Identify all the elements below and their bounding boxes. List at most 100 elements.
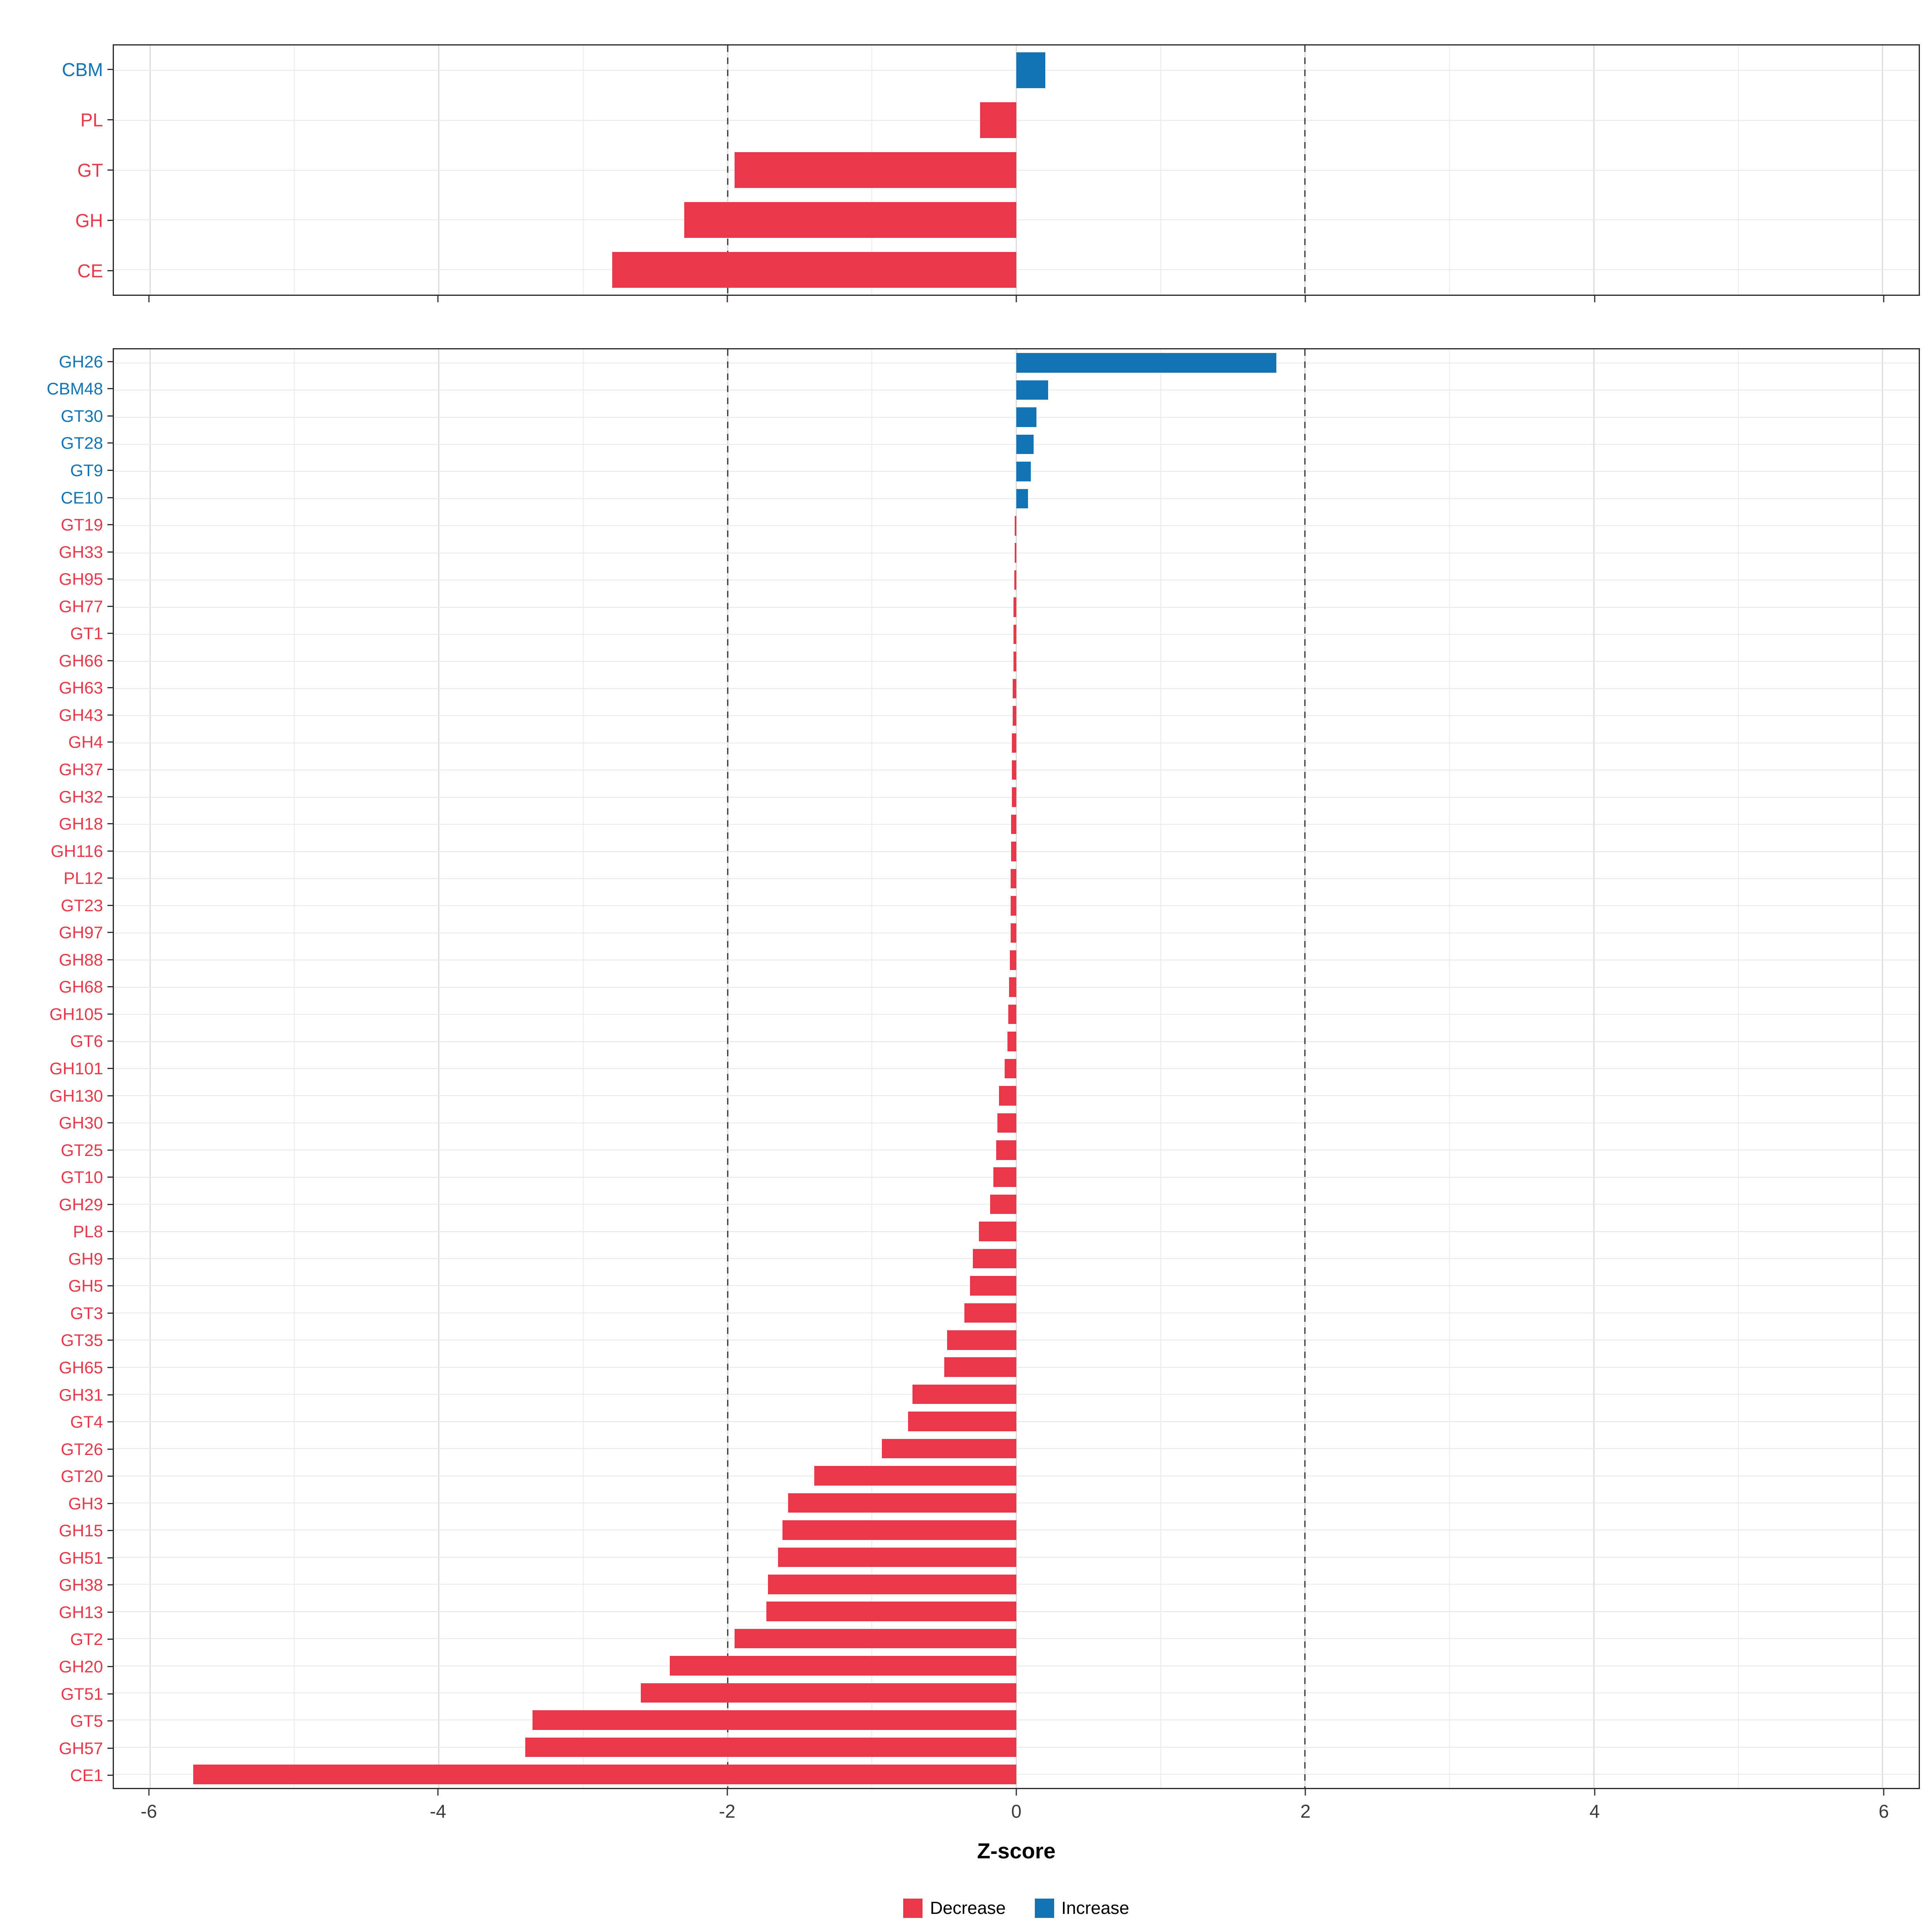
- bar-PL12: [1010, 869, 1016, 889]
- x-axis-title: Z-score: [977, 1839, 1056, 1863]
- x-axis-tick: [1305, 1789, 1306, 1796]
- y-axis-label-GT: GT: [77, 159, 103, 181]
- y-axis-tick: [107, 1312, 113, 1314]
- grid-row-line: [114, 1774, 1919, 1775]
- bar-GH105: [1008, 1004, 1016, 1024]
- y-axis-label-GH68: GH68: [59, 977, 103, 997]
- y-axis-tick: [107, 1611, 113, 1613]
- bar-GH31: [912, 1384, 1016, 1404]
- bar-GT10: [993, 1167, 1016, 1187]
- y-axis-tick: [107, 660, 113, 661]
- y-axis-tick: [107, 768, 113, 770]
- x-axis-tick: [727, 296, 728, 302]
- bar-GH33: [1015, 543, 1016, 563]
- y-axis-label-GH29: GH29: [59, 1195, 103, 1214]
- reference-line: [1304, 45, 1306, 295]
- bar-CE: [612, 252, 1016, 288]
- bar-GT6: [1007, 1032, 1016, 1051]
- y-axis-label-GH15: GH15: [59, 1521, 103, 1540]
- grid-row-line: [114, 1068, 1919, 1069]
- y-axis-label-PL12: PL12: [63, 869, 103, 888]
- y-axis-label-GH88: GH88: [59, 950, 103, 969]
- bar-GT35: [947, 1330, 1016, 1350]
- bar-GH51: [778, 1547, 1016, 1567]
- x-axis-tick: [1305, 296, 1306, 302]
- y-axis-tick: [107, 904, 113, 906]
- y-axis-tick: [107, 1258, 113, 1259]
- y-axis-tick: [107, 1068, 113, 1069]
- grid-row-line: [114, 1611, 1919, 1612]
- y-axis-tick: [107, 959, 113, 960]
- y-axis-tick: [107, 1095, 113, 1096]
- y-axis-tick: [107, 442, 113, 444]
- y-axis-label-GH97: GH97: [59, 923, 103, 942]
- x-axis-tick-label: 2: [1300, 1801, 1311, 1822]
- x-axis-tick-label: 0: [1011, 1801, 1022, 1822]
- y-axis-tick: [107, 1476, 113, 1477]
- y-axis-label-GH77: GH77: [59, 597, 103, 616]
- bar-PL: [980, 102, 1016, 138]
- y-axis-tick: [107, 1584, 113, 1586]
- y-axis-label-GH30: GH30: [59, 1113, 103, 1133]
- y-axis-tick: [107, 1747, 113, 1749]
- x-axis-tick: [1883, 1789, 1885, 1796]
- x-axis-tick: [1016, 1789, 1017, 1796]
- y-axis-tick: [107, 551, 113, 553]
- y-axis-tick: [107, 1122, 113, 1124]
- x-axis: -6 -4 -2 0 2 4 6: [113, 1789, 1920, 1837]
- grid-row-line: [114, 1095, 1919, 1096]
- y-axis-tick: [107, 169, 113, 171]
- y-axis-tick: [107, 1149, 113, 1151]
- bar-GH68: [1009, 977, 1016, 997]
- grid-row-line: [114, 1719, 1919, 1721]
- family-plot-area: [113, 348, 1920, 1789]
- y-axis-tick: [107, 1557, 113, 1558]
- grid-row-line: [114, 169, 1919, 171]
- y-axis-label-GH32: GH32: [59, 787, 103, 806]
- y-axis-tick: [107, 877, 113, 879]
- bar-GH65: [944, 1357, 1016, 1377]
- bar-GH9: [973, 1249, 1016, 1269]
- x-axis-tick-label: -2: [719, 1801, 736, 1822]
- y-axis-label-GT19: GT19: [60, 515, 103, 535]
- y-axis-tick: [107, 823, 113, 825]
- grid-row-line: [114, 1556, 1919, 1558]
- y-axis-label-GH26: GH26: [59, 352, 103, 371]
- class-y-axis: CBM PL GT GH CE: [0, 44, 113, 296]
- bar-GH: [684, 202, 1016, 238]
- y-axis-label-GH18: GH18: [59, 814, 103, 834]
- grid-row-line: [114, 851, 1919, 852]
- y-axis-tick: [107, 68, 113, 70]
- y-axis-tick: [107, 1203, 113, 1205]
- y-axis-label-GH20: GH20: [59, 1657, 103, 1676]
- bar-CBM48: [1016, 380, 1048, 400]
- bar-GT19: [1015, 516, 1016, 536]
- x-axis-tick: [727, 1789, 728, 1796]
- legend-item-decrease: Decrease: [903, 1898, 1006, 1918]
- y-axis-label-GH65: GH65: [59, 1358, 103, 1377]
- bar-GH101: [1005, 1059, 1016, 1079]
- legend-key-increase: [1034, 1899, 1054, 1918]
- bar-GH26: [1016, 353, 1276, 373]
- bar-GT20: [814, 1466, 1016, 1486]
- y-axis-label-GH130: GH130: [49, 1086, 103, 1105]
- grid-row-line: [114, 1204, 1919, 1205]
- bar-GH5: [970, 1276, 1016, 1296]
- x-axis-tick: [1594, 296, 1596, 302]
- legend-label-decrease: Decrease: [930, 1898, 1006, 1918]
- grid-row-line: [114, 525, 1919, 526]
- bar-GT9: [1016, 462, 1031, 481]
- x-axis-tick-label: -4: [429, 1801, 446, 1822]
- grid-row-line: [114, 269, 1919, 270]
- y-axis-tick: [107, 1231, 113, 1232]
- y-axis-tick: [107, 1666, 113, 1668]
- grid-row-line: [114, 1041, 1919, 1042]
- x-axis-tick: [437, 1789, 439, 1796]
- y-axis-tick: [107, 119, 113, 120]
- y-axis-label-GH37: GH37: [59, 760, 103, 779]
- y-axis-label-GT30: GT30: [60, 406, 103, 425]
- y-axis-label-GT35: GT35: [60, 1331, 103, 1350]
- y-axis-label-GH105: GH105: [49, 1004, 103, 1024]
- y-axis-label-PL: PL: [80, 109, 103, 130]
- bar-GH77: [1013, 597, 1016, 617]
